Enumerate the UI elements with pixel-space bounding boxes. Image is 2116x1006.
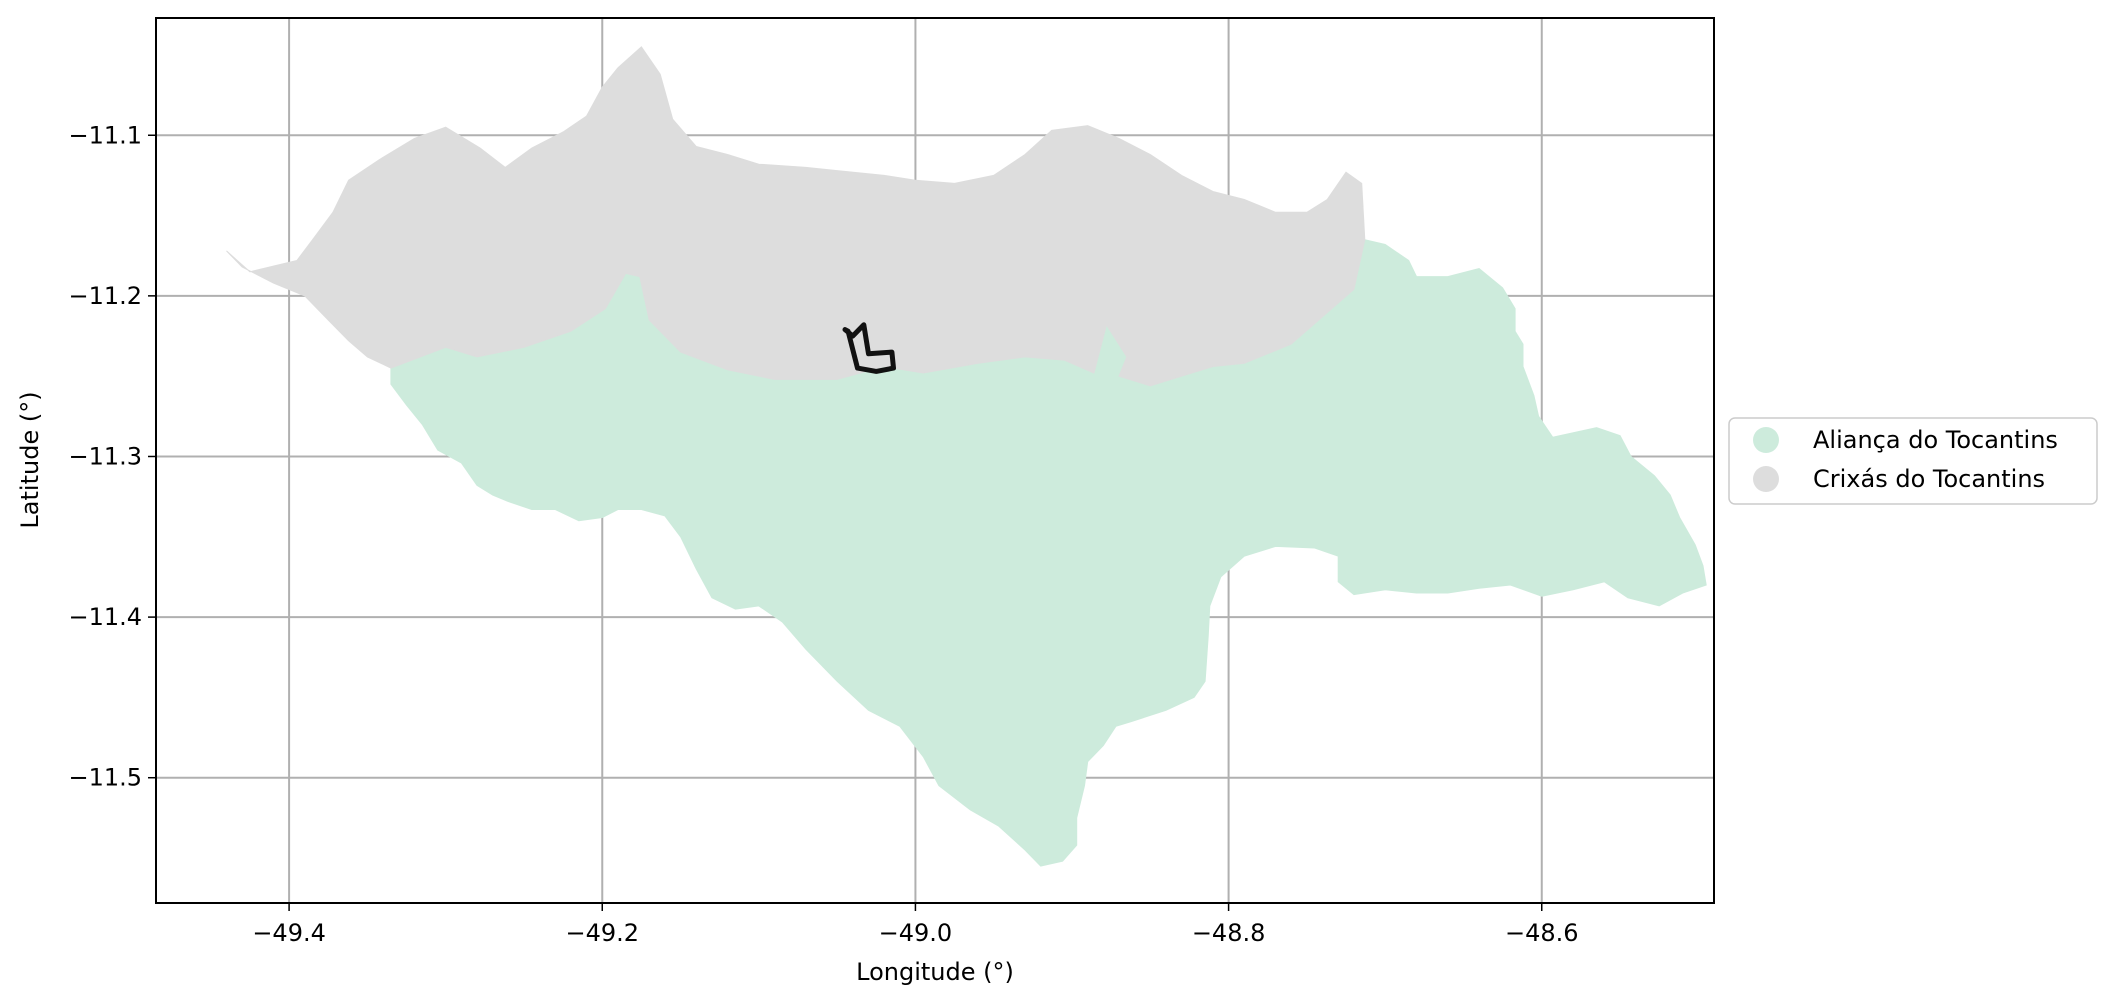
y-tick-label: −11.3	[68, 442, 142, 470]
x-axis-label: Longitude (°)	[856, 958, 1014, 986]
plot-area	[155, 17, 1715, 904]
legend-label-crixas: Crixás do Tocantins	[1813, 465, 2045, 493]
legend-frame	[1728, 417, 2098, 505]
highlight-layer	[842, 322, 896, 374]
y-axis-ticks: −11.1 −11.2 −11.3 −11.4 −11.5	[68, 121, 156, 792]
y-tick-label: −11.4	[68, 603, 142, 631]
region-crixas-do-tocantins	[226, 46, 1366, 387]
regions-layer	[226, 46, 1707, 867]
x-tick-label: −48.8	[1192, 919, 1266, 947]
legend: Aliança do Tocantins Crixás do Tocantins	[1728, 417, 2098, 505]
y-tick-label: −11.5	[68, 764, 142, 792]
x-tick-label: −48.6	[1505, 919, 1579, 947]
y-axis-label: Latitude (°)	[16, 391, 44, 528]
x-tick-label: −49.0	[879, 919, 953, 947]
legend-marker-alianca	[1753, 427, 1779, 453]
x-axis-ticks: −49.4 −49.2 −49.0 −48.8 −48.6	[252, 903, 1579, 947]
y-tick-label: −11.2	[68, 282, 142, 310]
y-tick-label: −11.1	[68, 121, 142, 149]
plot-frame	[155, 17, 1715, 904]
highlighted-area-outline	[842, 322, 896, 374]
legend-label-alianca: Aliança do Tocantins	[1813, 426, 2058, 454]
x-tick-label: −49.4	[252, 919, 326, 947]
x-tick-label: −49.2	[565, 919, 639, 947]
legend-marker-crixas	[1753, 466, 1779, 492]
